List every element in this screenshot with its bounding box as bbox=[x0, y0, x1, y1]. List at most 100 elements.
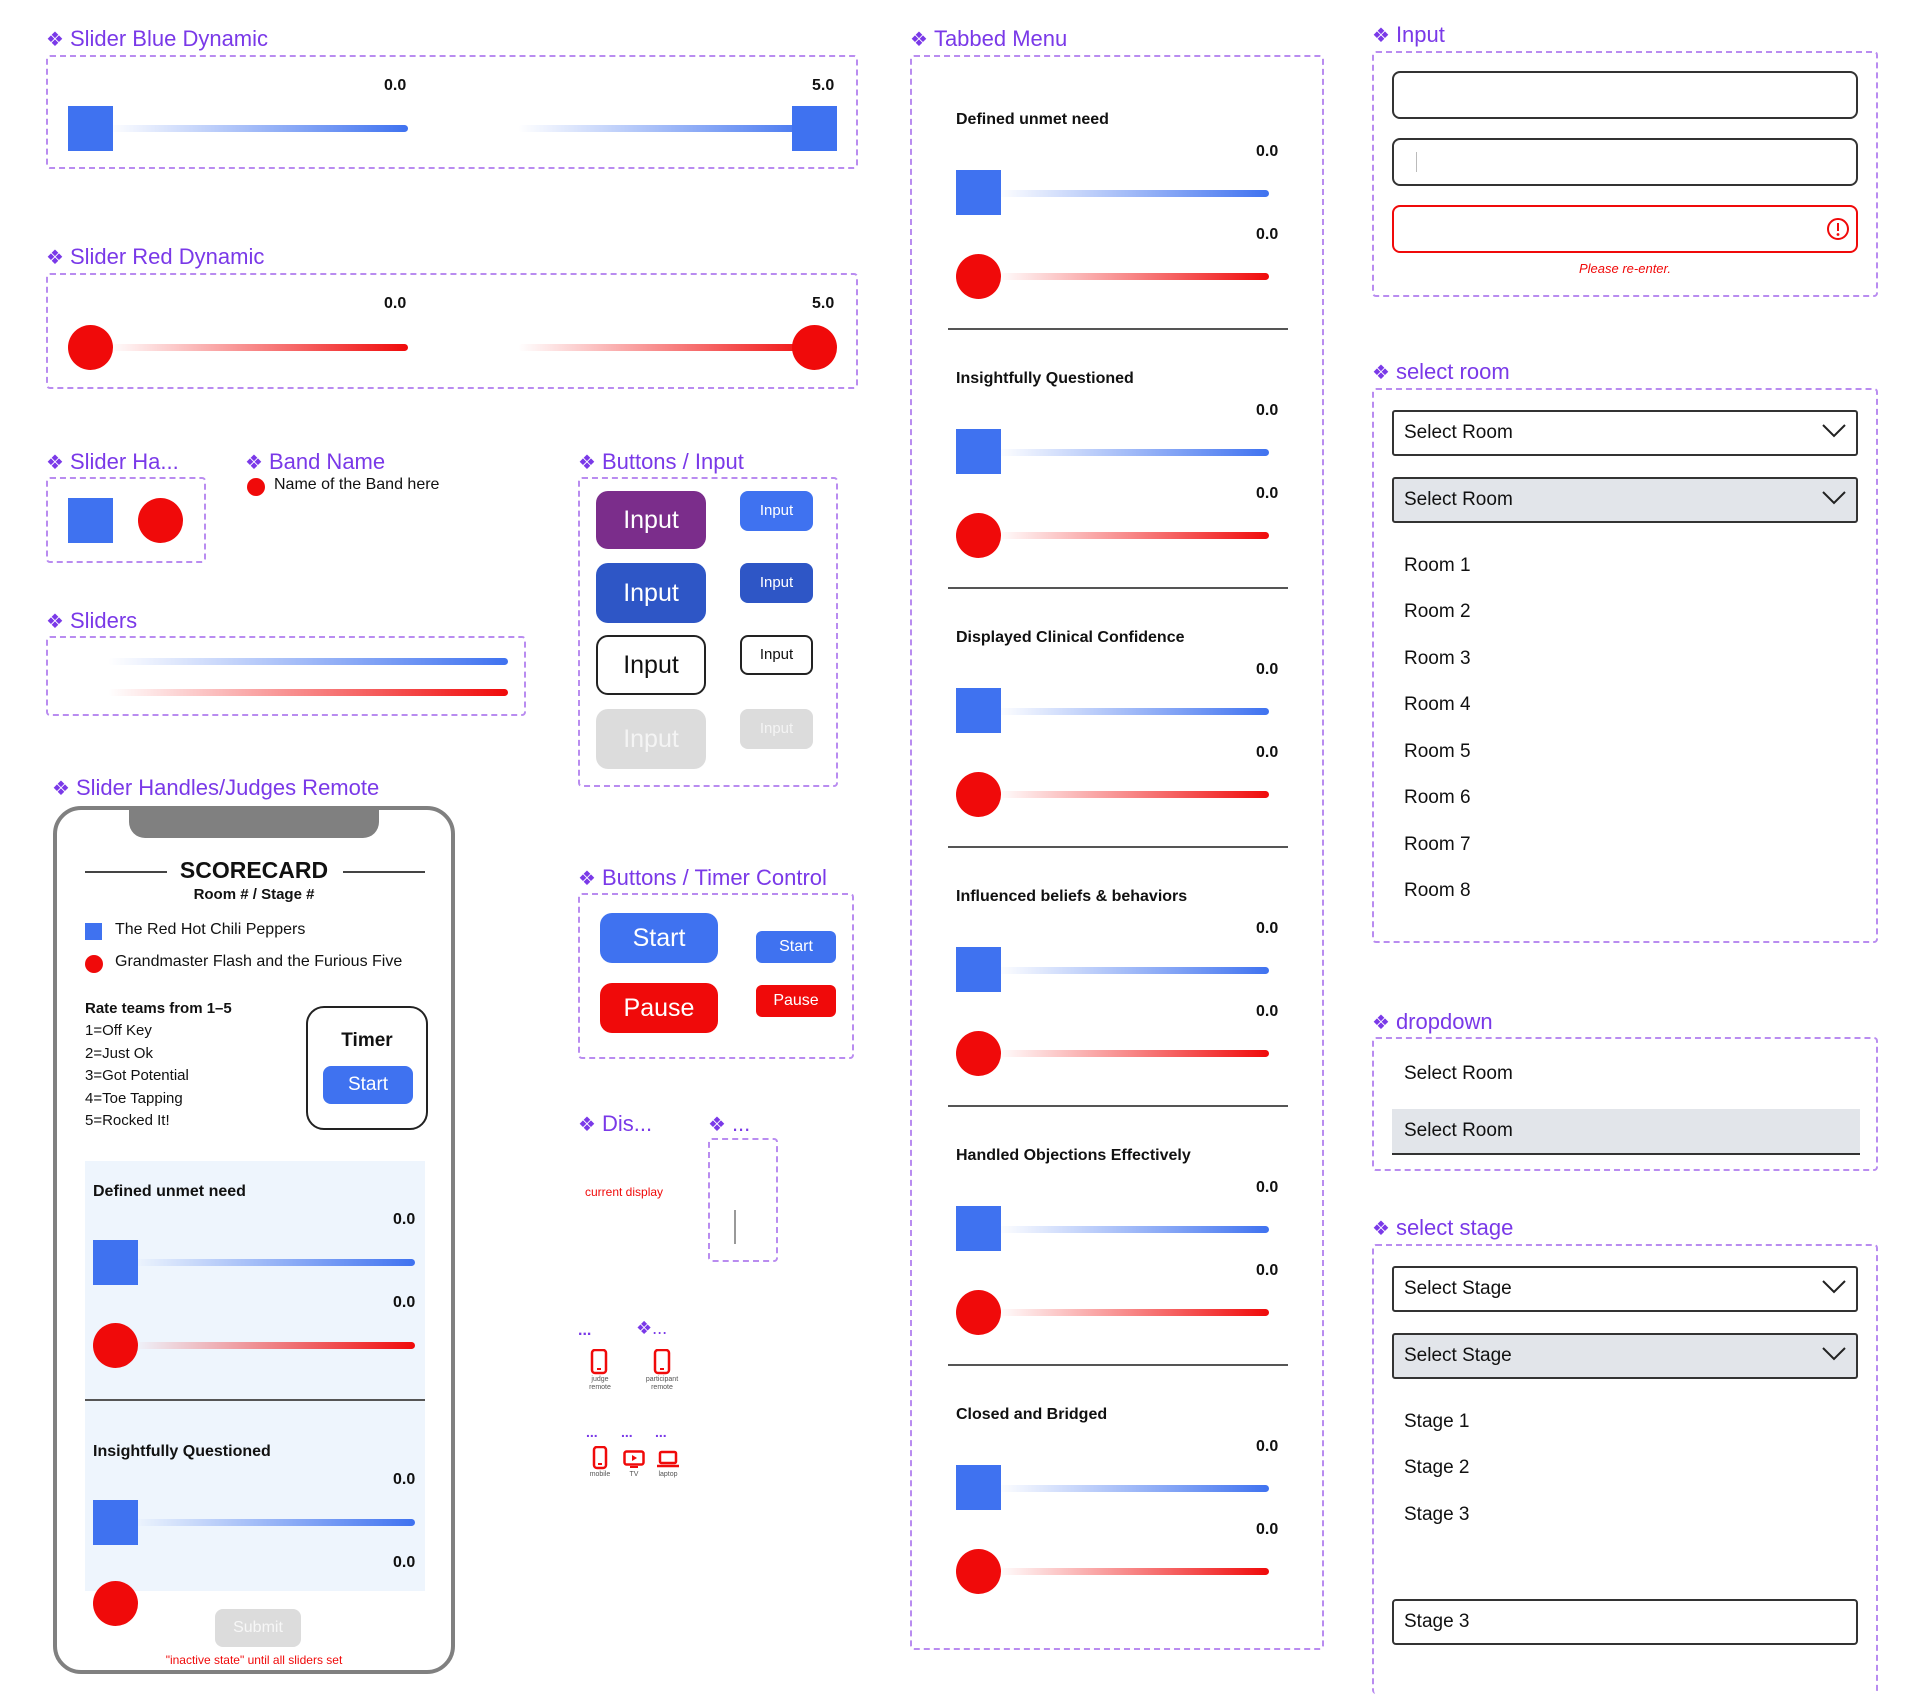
section-title-display: ❖ Dis... bbox=[578, 1111, 653, 1137]
slider-handle-blue[interactable] bbox=[93, 1240, 138, 1285]
stage-select-open[interactable]: Select Stage bbox=[1392, 1333, 1858, 1379]
room-option[interactable]: Room 2 bbox=[1404, 601, 1471, 622]
stage-select-closed[interactable]: Select Stage bbox=[1392, 1266, 1858, 1312]
room-option[interactable]: Room 8 bbox=[1404, 880, 1471, 901]
slider-handle-red[interactable] bbox=[138, 498, 183, 543]
slider-handle-blue[interactable] bbox=[956, 688, 1001, 733]
text-input-focused[interactable] bbox=[1392, 138, 1858, 186]
input-button-small-dark-blue[interactable]: Input bbox=[740, 563, 813, 603]
slider-handle-blue[interactable] bbox=[956, 429, 1001, 474]
slider-handle-blue[interactable] bbox=[956, 1206, 1001, 1251]
start-button-small[interactable]: Start bbox=[756, 931, 836, 963]
slider-handle-red[interactable] bbox=[93, 1323, 138, 1368]
text-input-error[interactable] bbox=[1392, 205, 1858, 253]
slider-handle-red[interactable] bbox=[956, 772, 1001, 817]
slider-track[interactable] bbox=[997, 190, 1269, 197]
slider-track[interactable] bbox=[133, 1519, 415, 1526]
slider-handle-blue[interactable] bbox=[68, 498, 113, 543]
input-button-large-outline[interactable]: Input bbox=[596, 635, 706, 695]
input-button-large-dark-blue[interactable]: Input bbox=[596, 563, 706, 623]
question-label: Influenced beliefs & behaviors bbox=[956, 888, 1188, 905]
room-select-open[interactable]: Select Room bbox=[1392, 477, 1858, 523]
slider-track[interactable] bbox=[997, 273, 1269, 280]
section-title-buttons-timer-control: ❖ Buttons / Timer Control bbox=[578, 865, 827, 891]
slider-handle-blue[interactable] bbox=[93, 1500, 138, 1545]
room-option[interactable]: Room 1 bbox=[1404, 555, 1471, 576]
pause-button-small[interactable]: Pause bbox=[756, 985, 836, 1017]
room-option[interactable]: Room 3 bbox=[1404, 648, 1471, 669]
question-label: Defined unmet need bbox=[956, 111, 1109, 128]
slider-track-max[interactable] bbox=[518, 344, 818, 351]
slider-track-blue[interactable] bbox=[108, 658, 508, 665]
stage-option[interactable]: Stage 3 bbox=[1404, 1504, 1470, 1525]
slider-blue-dynamic-frame: 0.0 5.0 bbox=[46, 55, 858, 169]
start-button-large[interactable]: Start bbox=[600, 913, 718, 963]
slider-handle-blue[interactable] bbox=[956, 1465, 1001, 1510]
slider-track[interactable] bbox=[997, 1226, 1269, 1233]
slider-handle-red[interactable] bbox=[956, 1549, 1001, 1594]
slider-value: 0.0 bbox=[1256, 226, 1279, 243]
stage-option[interactable]: Stage 1 bbox=[1404, 1411, 1470, 1432]
slider-track[interactable] bbox=[997, 1568, 1269, 1575]
judges-remote-phone: SCORECARD Room # / Stage # The Red Hot C… bbox=[53, 806, 455, 1674]
slider-track[interactable] bbox=[133, 1342, 415, 1349]
slider-handle-red[interactable] bbox=[956, 1290, 1001, 1335]
component-diamond-icon: ❖ bbox=[636, 1318, 653, 1338]
mobile-phone-icon[interactable] bbox=[589, 1349, 609, 1375]
room-option[interactable]: Room 7 bbox=[1404, 834, 1471, 855]
slider-handle-red[interactable] bbox=[93, 1581, 138, 1626]
slider-handle-red[interactable] bbox=[956, 513, 1001, 558]
input-button-small-outline[interactable]: Input bbox=[740, 635, 813, 675]
component-diamond-icon: ❖ bbox=[46, 29, 64, 51]
slider-handle-red-min[interactable] bbox=[68, 325, 113, 370]
question-label: Insightfully Questioned bbox=[93, 1443, 271, 1460]
slider-track[interactable] bbox=[997, 532, 1269, 539]
slider-handle-red[interactable] bbox=[956, 1031, 1001, 1076]
slider-handle-red-max[interactable] bbox=[792, 325, 837, 370]
dropdown-option-selected[interactable]: Select Room bbox=[1392, 1109, 1860, 1155]
question-divider bbox=[948, 1364, 1288, 1366]
timer-start-button[interactable]: Start bbox=[323, 1066, 413, 1104]
room-select-closed[interactable]: Select Room bbox=[1392, 410, 1858, 456]
slider-track[interactable] bbox=[997, 1050, 1269, 1057]
mobile-phone-icon[interactable] bbox=[591, 1446, 609, 1470]
slider-track[interactable] bbox=[997, 791, 1269, 798]
tv-icon[interactable] bbox=[623, 1450, 645, 1468]
room-option[interactable]: Room 4 bbox=[1404, 694, 1471, 715]
stage-option[interactable]: Stage 2 bbox=[1404, 1457, 1470, 1478]
display-frame bbox=[708, 1138, 778, 1262]
slider-track-min[interactable] bbox=[108, 344, 408, 351]
slider-track-min[interactable] bbox=[108, 125, 408, 132]
section-title-judges-remote: ❖ Slider Handles/Judges Remote bbox=[52, 775, 380, 801]
slider-handle-blue[interactable] bbox=[956, 947, 1001, 992]
input-button-large-purple[interactable]: Input bbox=[596, 491, 706, 549]
stage-select-selected[interactable]: Stage 3 bbox=[1392, 1599, 1858, 1645]
slider-handle-blue-max[interactable] bbox=[792, 106, 837, 151]
slider-handle-red[interactable] bbox=[956, 254, 1001, 299]
slider-track[interactable] bbox=[997, 1485, 1269, 1492]
text-input-default[interactable] bbox=[1392, 71, 1858, 119]
mobile-phone-icon[interactable] bbox=[652, 1349, 672, 1375]
sliders-frame bbox=[46, 636, 526, 716]
room-option[interactable]: Room 5 bbox=[1404, 741, 1471, 762]
pause-button-large[interactable]: Pause bbox=[600, 983, 718, 1033]
dropdown-option[interactable]: Select Room bbox=[1404, 1063, 1513, 1084]
slider-track[interactable] bbox=[997, 708, 1269, 715]
slider-handle-blue[interactable] bbox=[956, 170, 1001, 215]
slider-track-red[interactable] bbox=[108, 689, 508, 696]
section-title-tabbed-menu: ❖ Tabbed Menu bbox=[910, 26, 1068, 52]
timer-panel: Timer Start bbox=[306, 1006, 428, 1130]
input-button-small-blue[interactable]: Input bbox=[740, 491, 813, 531]
slider-max-value: 5.0 bbox=[812, 295, 835, 312]
slider-track-max[interactable] bbox=[518, 125, 818, 132]
alert-circle-icon bbox=[1827, 218, 1849, 240]
laptop-icon[interactable] bbox=[656, 1450, 680, 1468]
slider-track[interactable] bbox=[997, 1309, 1269, 1316]
slider-track[interactable] bbox=[997, 967, 1269, 974]
slider-handle-blue-min[interactable] bbox=[68, 106, 113, 151]
slider-track[interactable] bbox=[133, 1259, 415, 1266]
stage-select-value: Select Stage bbox=[1404, 1345, 1512, 1366]
slider-track[interactable] bbox=[997, 449, 1269, 456]
room-option[interactable]: Room 6 bbox=[1404, 787, 1471, 808]
slider-value: 0.0 bbox=[1256, 744, 1279, 761]
